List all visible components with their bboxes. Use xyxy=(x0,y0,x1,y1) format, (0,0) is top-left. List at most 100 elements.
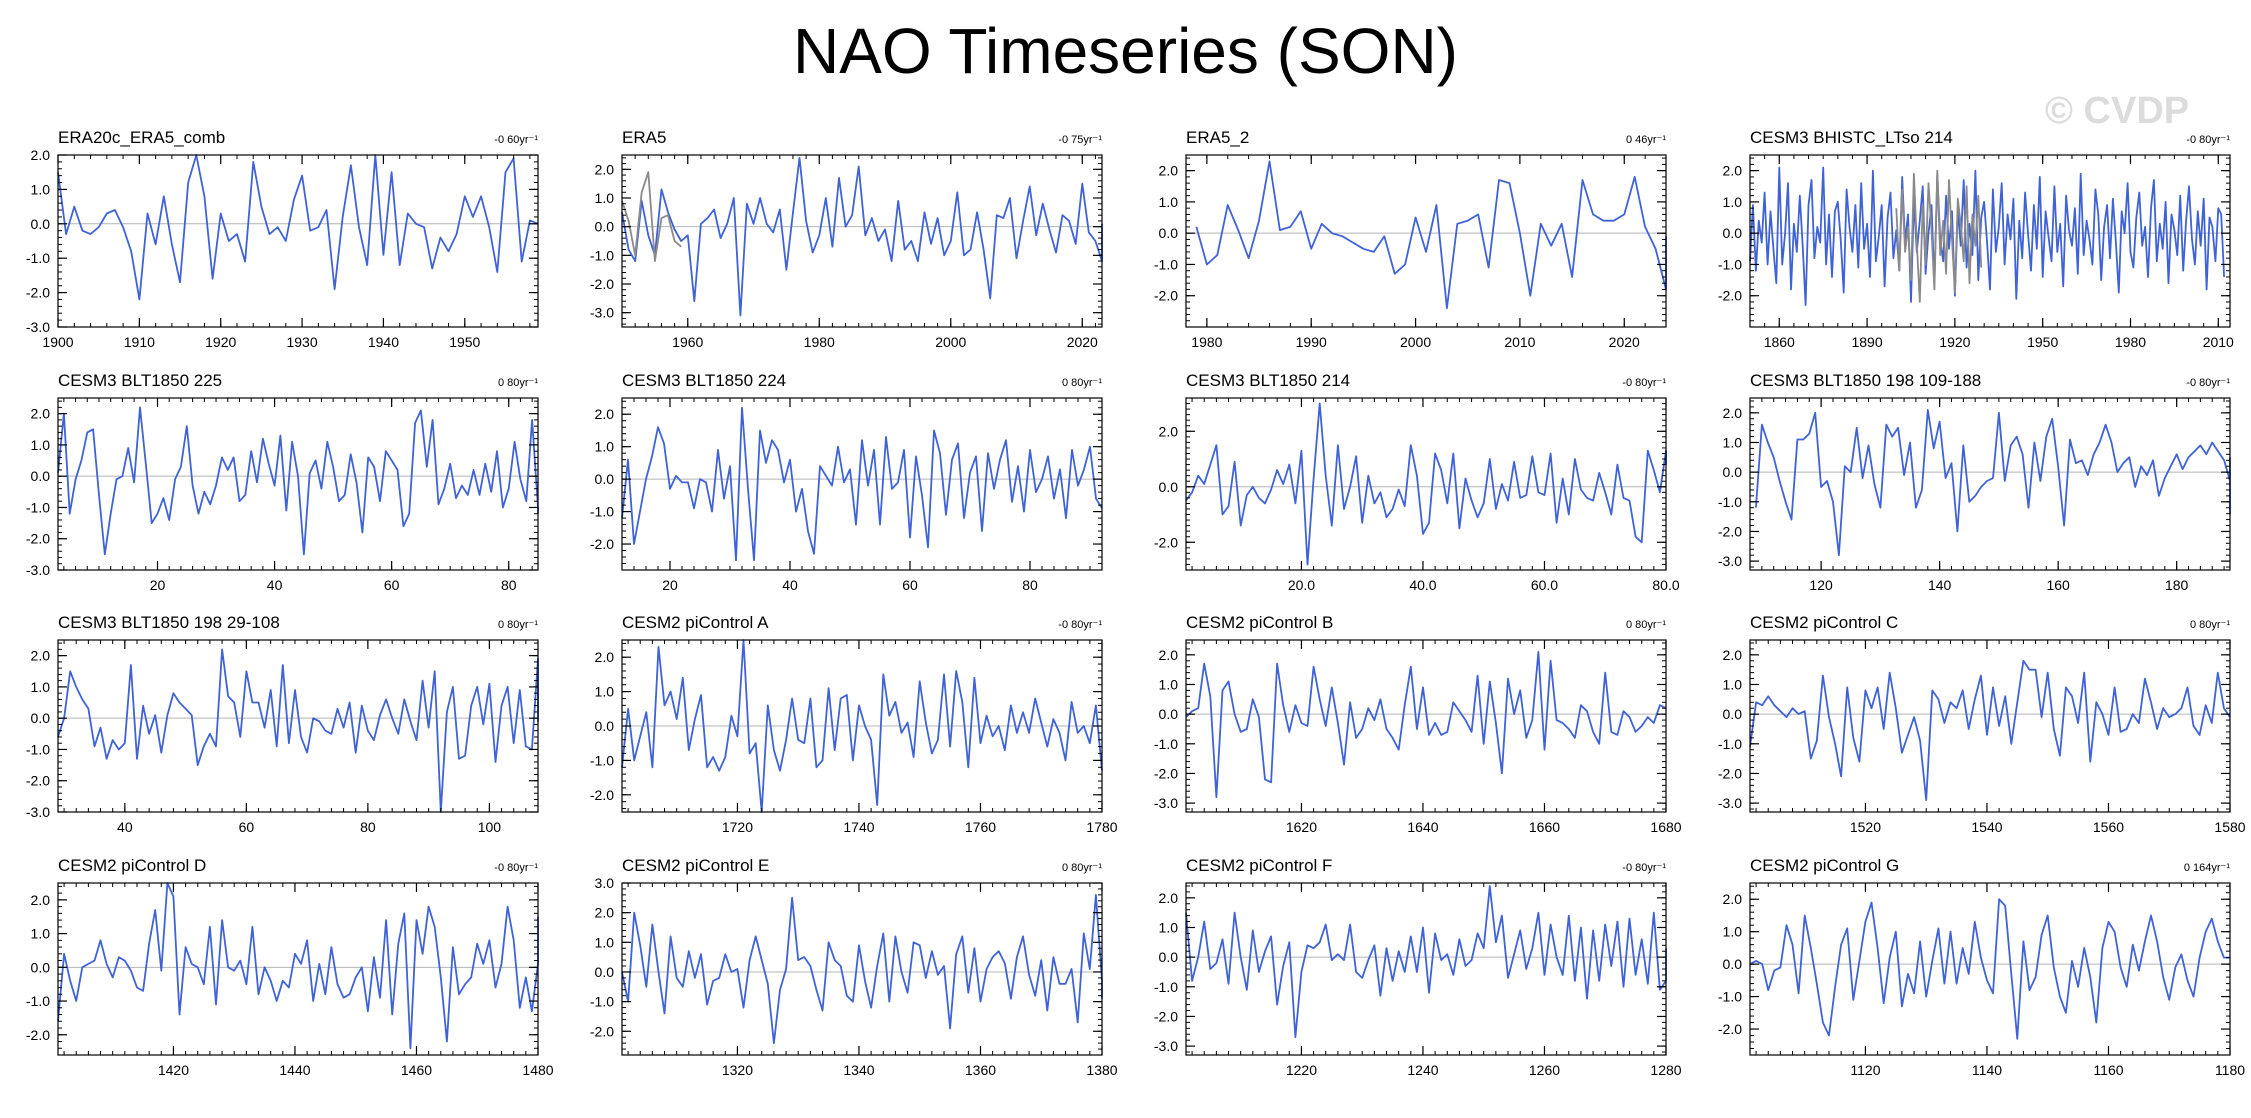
panel-trend: -0 80yr⁻¹ xyxy=(1058,619,1102,631)
x-tick-label: 1460 xyxy=(401,1062,432,1078)
y-tick-label: 1.0 xyxy=(1159,194,1179,210)
x-tick-label: 2010 xyxy=(1504,334,1535,350)
y-tick-label: -3.0 xyxy=(26,804,50,820)
x-tick-label: 1420 xyxy=(158,1062,189,1078)
secondary-series-line xyxy=(1895,169,1983,303)
panel-trend: 0 164yr⁻¹ xyxy=(2184,862,2230,874)
series-line xyxy=(1185,885,1667,1039)
x-tick-label: 1380 xyxy=(1086,1062,1117,1078)
y-tick-label: 1.0 xyxy=(595,439,615,455)
y-tick-label: 2.0 xyxy=(1723,163,1743,179)
series-line xyxy=(621,406,1103,562)
x-tick-label: 20.0 xyxy=(1288,577,1315,593)
y-tick-label: 2.0 xyxy=(1723,405,1743,421)
y-tick-label: 0.0 xyxy=(595,471,615,487)
y-tick-label: 0.0 xyxy=(1723,706,1743,722)
panel-trend: -0 80yr⁻¹ xyxy=(2186,134,2230,146)
y-tick-label: 1.0 xyxy=(1159,919,1179,935)
plot-frame xyxy=(621,154,1103,328)
plot-frame xyxy=(57,639,539,813)
x-tick-label: 60 xyxy=(239,819,255,835)
y-tick-label: 1.0 xyxy=(31,679,51,695)
y-tick-label: 2.0 xyxy=(595,406,615,422)
panel-trend: 0 80yr⁻¹ xyxy=(1626,619,1666,631)
y-tick-label: 2.0 xyxy=(1159,163,1179,179)
y-tick-label: -1.0 xyxy=(1718,736,1742,752)
x-tick-label: 1320 xyxy=(722,1062,753,1078)
panel-title: CESM3 BLT1850 224 xyxy=(622,371,786,390)
x-tick-label: 2020 xyxy=(1609,334,1640,350)
plot-frame xyxy=(621,397,1103,571)
x-tick-label: 40.0 xyxy=(1409,577,1436,593)
y-tick-label: -2.0 xyxy=(26,773,50,789)
y-tick-label: 0.0 xyxy=(1159,949,1179,965)
x-tick-label: 1560 xyxy=(2093,819,2124,835)
y-tick-label: 1.0 xyxy=(595,934,615,950)
panel-trend: 0 80yr⁻¹ xyxy=(1062,862,1102,874)
y-tick-label: 1.0 xyxy=(31,181,51,197)
y-tick-label: 0.0 xyxy=(1159,706,1179,722)
series-line xyxy=(1749,659,2231,801)
x-tick-label: 1920 xyxy=(205,334,236,350)
x-tick-label: 60 xyxy=(902,577,918,593)
y-tick-label: 1.0 xyxy=(31,437,51,453)
y-tick-label: 2.0 xyxy=(1723,647,1743,663)
chart-panel: -2.0 -1.0 0.0 1.0 2.0 20 40 60 80 CESM3 BLT1850 2… xyxy=(590,371,1103,593)
panel-trend: 0 80yr⁻¹ xyxy=(498,619,538,631)
panel-trend: 0 46yr⁻¹ xyxy=(1626,134,1666,146)
chart-panel: -2.0 -1.0 0.0 1.0 2.0 1720 1740 1760 1780 CESM2 p… xyxy=(590,613,1118,835)
y-tick-label: 0.0 xyxy=(1159,479,1179,495)
x-tick-label: 1980 xyxy=(2115,334,2146,350)
panel-title: CESM3 BHISTC_LTso 214 xyxy=(1750,128,1953,147)
y-tick-label: -2.0 xyxy=(1718,288,1742,304)
x-tick-label: 80 xyxy=(501,577,517,593)
x-tick-label: 1720 xyxy=(722,819,753,835)
y-tick-label: 1.0 xyxy=(595,190,615,206)
x-tick-label: 1900 xyxy=(42,334,73,350)
plot-frame xyxy=(621,882,1103,1056)
y-tick-label: 2.0 xyxy=(31,147,51,163)
y-tick-label: 1.0 xyxy=(31,926,51,942)
y-tick-label: 2.0 xyxy=(31,892,51,908)
y-tick-label: 0.0 xyxy=(595,964,615,980)
y-tick-label: -1.0 xyxy=(26,250,50,266)
x-tick-label: 2020 xyxy=(1067,334,1098,350)
y-tick-label: 0.0 xyxy=(595,219,615,235)
plot-frame xyxy=(1749,882,2231,1056)
panel-title: CESM2 piControl C xyxy=(1750,613,1898,632)
x-tick-label: 40 xyxy=(267,577,283,593)
chart-panel: -3.0 -2.0 -1.0 0.0 1.0 2.0 1960 1980 2000 2020 ERA… xyxy=(590,128,1103,350)
x-tick-label: 2010 xyxy=(2203,334,2234,350)
y-tick-label: -3.0 xyxy=(590,305,614,321)
x-tick-label: 20 xyxy=(150,577,166,593)
x-tick-label: 1640 xyxy=(1407,819,1438,835)
panel-title: CESM2 piControl A xyxy=(622,613,769,632)
y-tick-label: -1.0 xyxy=(1718,989,1742,1005)
y-tick-label: -2.0 xyxy=(26,531,50,547)
y-tick-label: 0.0 xyxy=(31,710,51,726)
chart-panel: -2.0 -1.0 0.0 1.0 2.0 3.0 1320 1340 1360 1380 CESM… xyxy=(590,856,1118,1078)
x-tick-label: 1540 xyxy=(1971,819,2002,835)
series-line xyxy=(57,406,539,556)
plot-frame xyxy=(57,154,539,328)
series-line xyxy=(1749,166,2225,307)
y-tick-label: 2.0 xyxy=(1159,890,1179,906)
chart-panel: -3.0 -2.0 -1.0 0.0 1.0 2.0 1220 1240 1260 1280 CES… xyxy=(1154,856,1682,1078)
x-tick-label: 180 xyxy=(2165,577,2189,593)
y-tick-label: -3.0 xyxy=(1154,1038,1178,1054)
x-tick-label: 1990 xyxy=(1296,334,1327,350)
chart-panel: -2.0 -1.0 0.0 1.0 2.0 1120 1140 1160 1180 CESM2 p… xyxy=(1718,856,2245,1078)
x-tick-label: 1980 xyxy=(1191,334,1222,350)
chart-panel: -3.0 -2.0 -1.0 0.0 1.0 2.0 40 60 80 100 CESM3 BLT1… xyxy=(26,613,539,835)
panel-trend: -0 75yr⁻¹ xyxy=(1058,134,1102,146)
y-tick-label: -2.0 xyxy=(590,787,614,803)
plot-frame xyxy=(57,882,539,1056)
y-tick-label: -2.0 xyxy=(1718,1021,1742,1037)
y-tick-label: 0.0 xyxy=(31,959,51,975)
series-line xyxy=(1195,160,1667,310)
x-tick-label: 1160 xyxy=(2093,1062,2123,1078)
x-tick-label: 60 xyxy=(384,577,400,593)
series-line xyxy=(621,894,1103,1044)
y-tick-label: -1.0 xyxy=(1718,494,1742,510)
